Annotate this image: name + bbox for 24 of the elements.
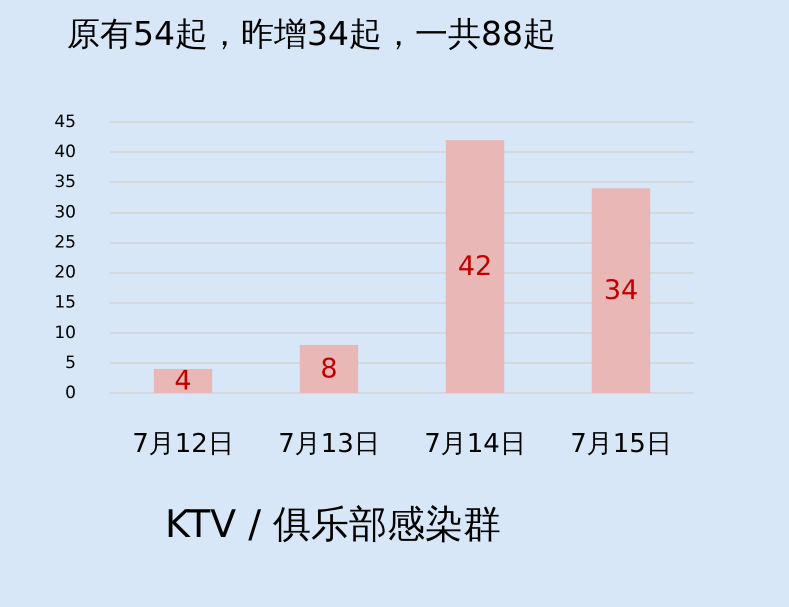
y-tick-label: 25 bbox=[54, 232, 76, 252]
y-tick-label: 15 bbox=[54, 292, 76, 313]
x-tick-label: 7月15日 bbox=[570, 429, 672, 459]
chart-title: 原有54起，昨增34起，一共88起 bbox=[67, 14, 556, 53]
bar bbox=[446, 140, 504, 393]
data-label: 34 bbox=[604, 275, 638, 306]
bar bbox=[154, 368, 212, 393]
text: KTV / 俱乐部感染群 bbox=[165, 502, 502, 546]
data-label: 8 bbox=[320, 353, 338, 384]
y-tick-label: 5 bbox=[65, 352, 76, 373]
x-tick-label: 7月13日 bbox=[278, 429, 380, 459]
y-tick-label: 30 bbox=[54, 202, 76, 222]
y-tick-label: 10 bbox=[54, 322, 76, 343]
y-tick-label: 40 bbox=[54, 142, 76, 162]
y-tick-label: 0 bbox=[65, 383, 76, 403]
y-tick-label: 20 bbox=[54, 262, 76, 283]
bar bbox=[300, 344, 358, 393]
data-label: 42 bbox=[458, 251, 492, 282]
bar bbox=[592, 188, 650, 393]
y-tick-label: 45 bbox=[54, 112, 76, 132]
y-tick-label: 35 bbox=[54, 172, 76, 192]
x-tick-label: 7月12日 bbox=[132, 429, 234, 459]
x-tick-label: 7月14日 bbox=[424, 429, 526, 459]
data-label: 4 bbox=[174, 365, 192, 396]
